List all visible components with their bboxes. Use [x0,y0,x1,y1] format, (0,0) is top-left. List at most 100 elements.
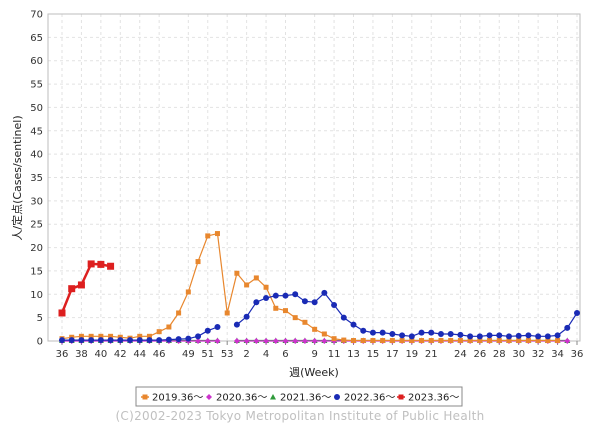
x-tick-label: 13 [347,349,360,360]
data-point [224,310,230,316]
y-tick-label: 15 [30,266,43,277]
data-point [233,338,240,344]
data-point [340,314,347,321]
data-point [360,327,367,334]
data-point [302,319,308,325]
data-point [88,337,95,344]
data-point [77,281,85,289]
data-point [206,394,212,400]
data-point [554,332,561,339]
data-point [301,338,308,344]
x-tick-label: 24 [454,349,467,360]
data-point [399,332,406,339]
data-point [214,231,220,237]
data-point [253,275,259,281]
series-line [236,292,578,337]
data-point [244,282,250,288]
data-point [137,333,143,339]
data-point [263,284,269,290]
data-point [321,338,328,344]
x-tick-label: 6 [282,349,288,360]
legend-item: 2022.36〜 [334,393,395,404]
data-point [282,338,289,344]
data-point [68,337,75,344]
legend: 2019.36〜 2020.36〜 2021.36〜 2022.36〜 2023.36〜 [135,386,463,407]
data-point [253,338,260,344]
data-point [535,338,541,344]
data-point [574,309,580,316]
data-point [321,331,327,337]
data-point [351,338,357,344]
data-point [525,338,531,344]
data-point [292,315,298,321]
data-point [272,292,279,299]
data-point [331,336,337,342]
data-point [97,337,104,344]
x-tick-label: 53 [221,349,234,360]
y-tick-label: 30 [30,196,43,207]
data-point [146,337,153,344]
data-point [437,330,444,337]
x-tick-label: 32 [532,349,545,360]
x-tick-label: 11 [328,349,341,360]
data-point [87,260,95,268]
x-tick-label: 42 [114,349,127,360]
data-point [166,324,172,330]
series [58,231,580,344]
data-point [312,326,318,332]
data-point [270,394,276,400]
data-point [564,324,571,331]
data-point [234,270,240,276]
x-tick-label: 30 [512,349,525,360]
y-tick-label: 0 [37,337,43,348]
legend-label: 2021.36〜 [280,393,331,404]
series-202236 [59,289,580,344]
data-point [301,298,308,305]
data-point [117,337,124,344]
data-point [78,337,85,344]
data-point [311,338,318,344]
y-tick-label: 65 [30,33,43,44]
data-point [146,333,152,339]
data-point [457,338,463,344]
x-tick-label: 17 [386,349,399,360]
grid [48,14,580,341]
data-point [136,337,143,344]
data-point [564,338,571,344]
data-point [544,333,551,340]
data-point [360,338,366,344]
data-point [487,338,493,344]
data-point [165,336,172,343]
data-point [282,292,289,299]
x-tick-label: 38 [75,349,88,360]
x-tick-label: 26 [473,349,486,360]
data-point [292,338,299,344]
legend-label: 2020.36〜 [216,393,267,404]
data-point [486,332,493,339]
y-tick-label: 50 [30,103,43,114]
data-point [370,338,376,344]
data-point [496,338,502,344]
data-point [233,321,240,328]
data-point [292,291,299,298]
data-point [88,333,94,339]
x-tick-label: 36 [571,349,584,360]
data-point [467,338,473,344]
data-point [448,338,454,344]
data-point [428,338,434,344]
data-point [515,332,522,339]
x-tick-label: 44 [133,349,146,360]
data-point [447,330,454,337]
x-tick-label: 4 [263,349,269,360]
data-point [195,333,202,340]
x-tick-label: 9 [311,349,317,360]
legend-item: 2019.36〜 [141,393,203,404]
data-point [506,338,512,344]
data-point [127,337,134,344]
x-tick-label: 40 [95,349,108,360]
y-tick-label: 20 [30,243,43,254]
y-tick-label: 70 [30,10,43,21]
data-point [399,338,405,344]
x-axis-title: 週(Week) [289,366,339,379]
